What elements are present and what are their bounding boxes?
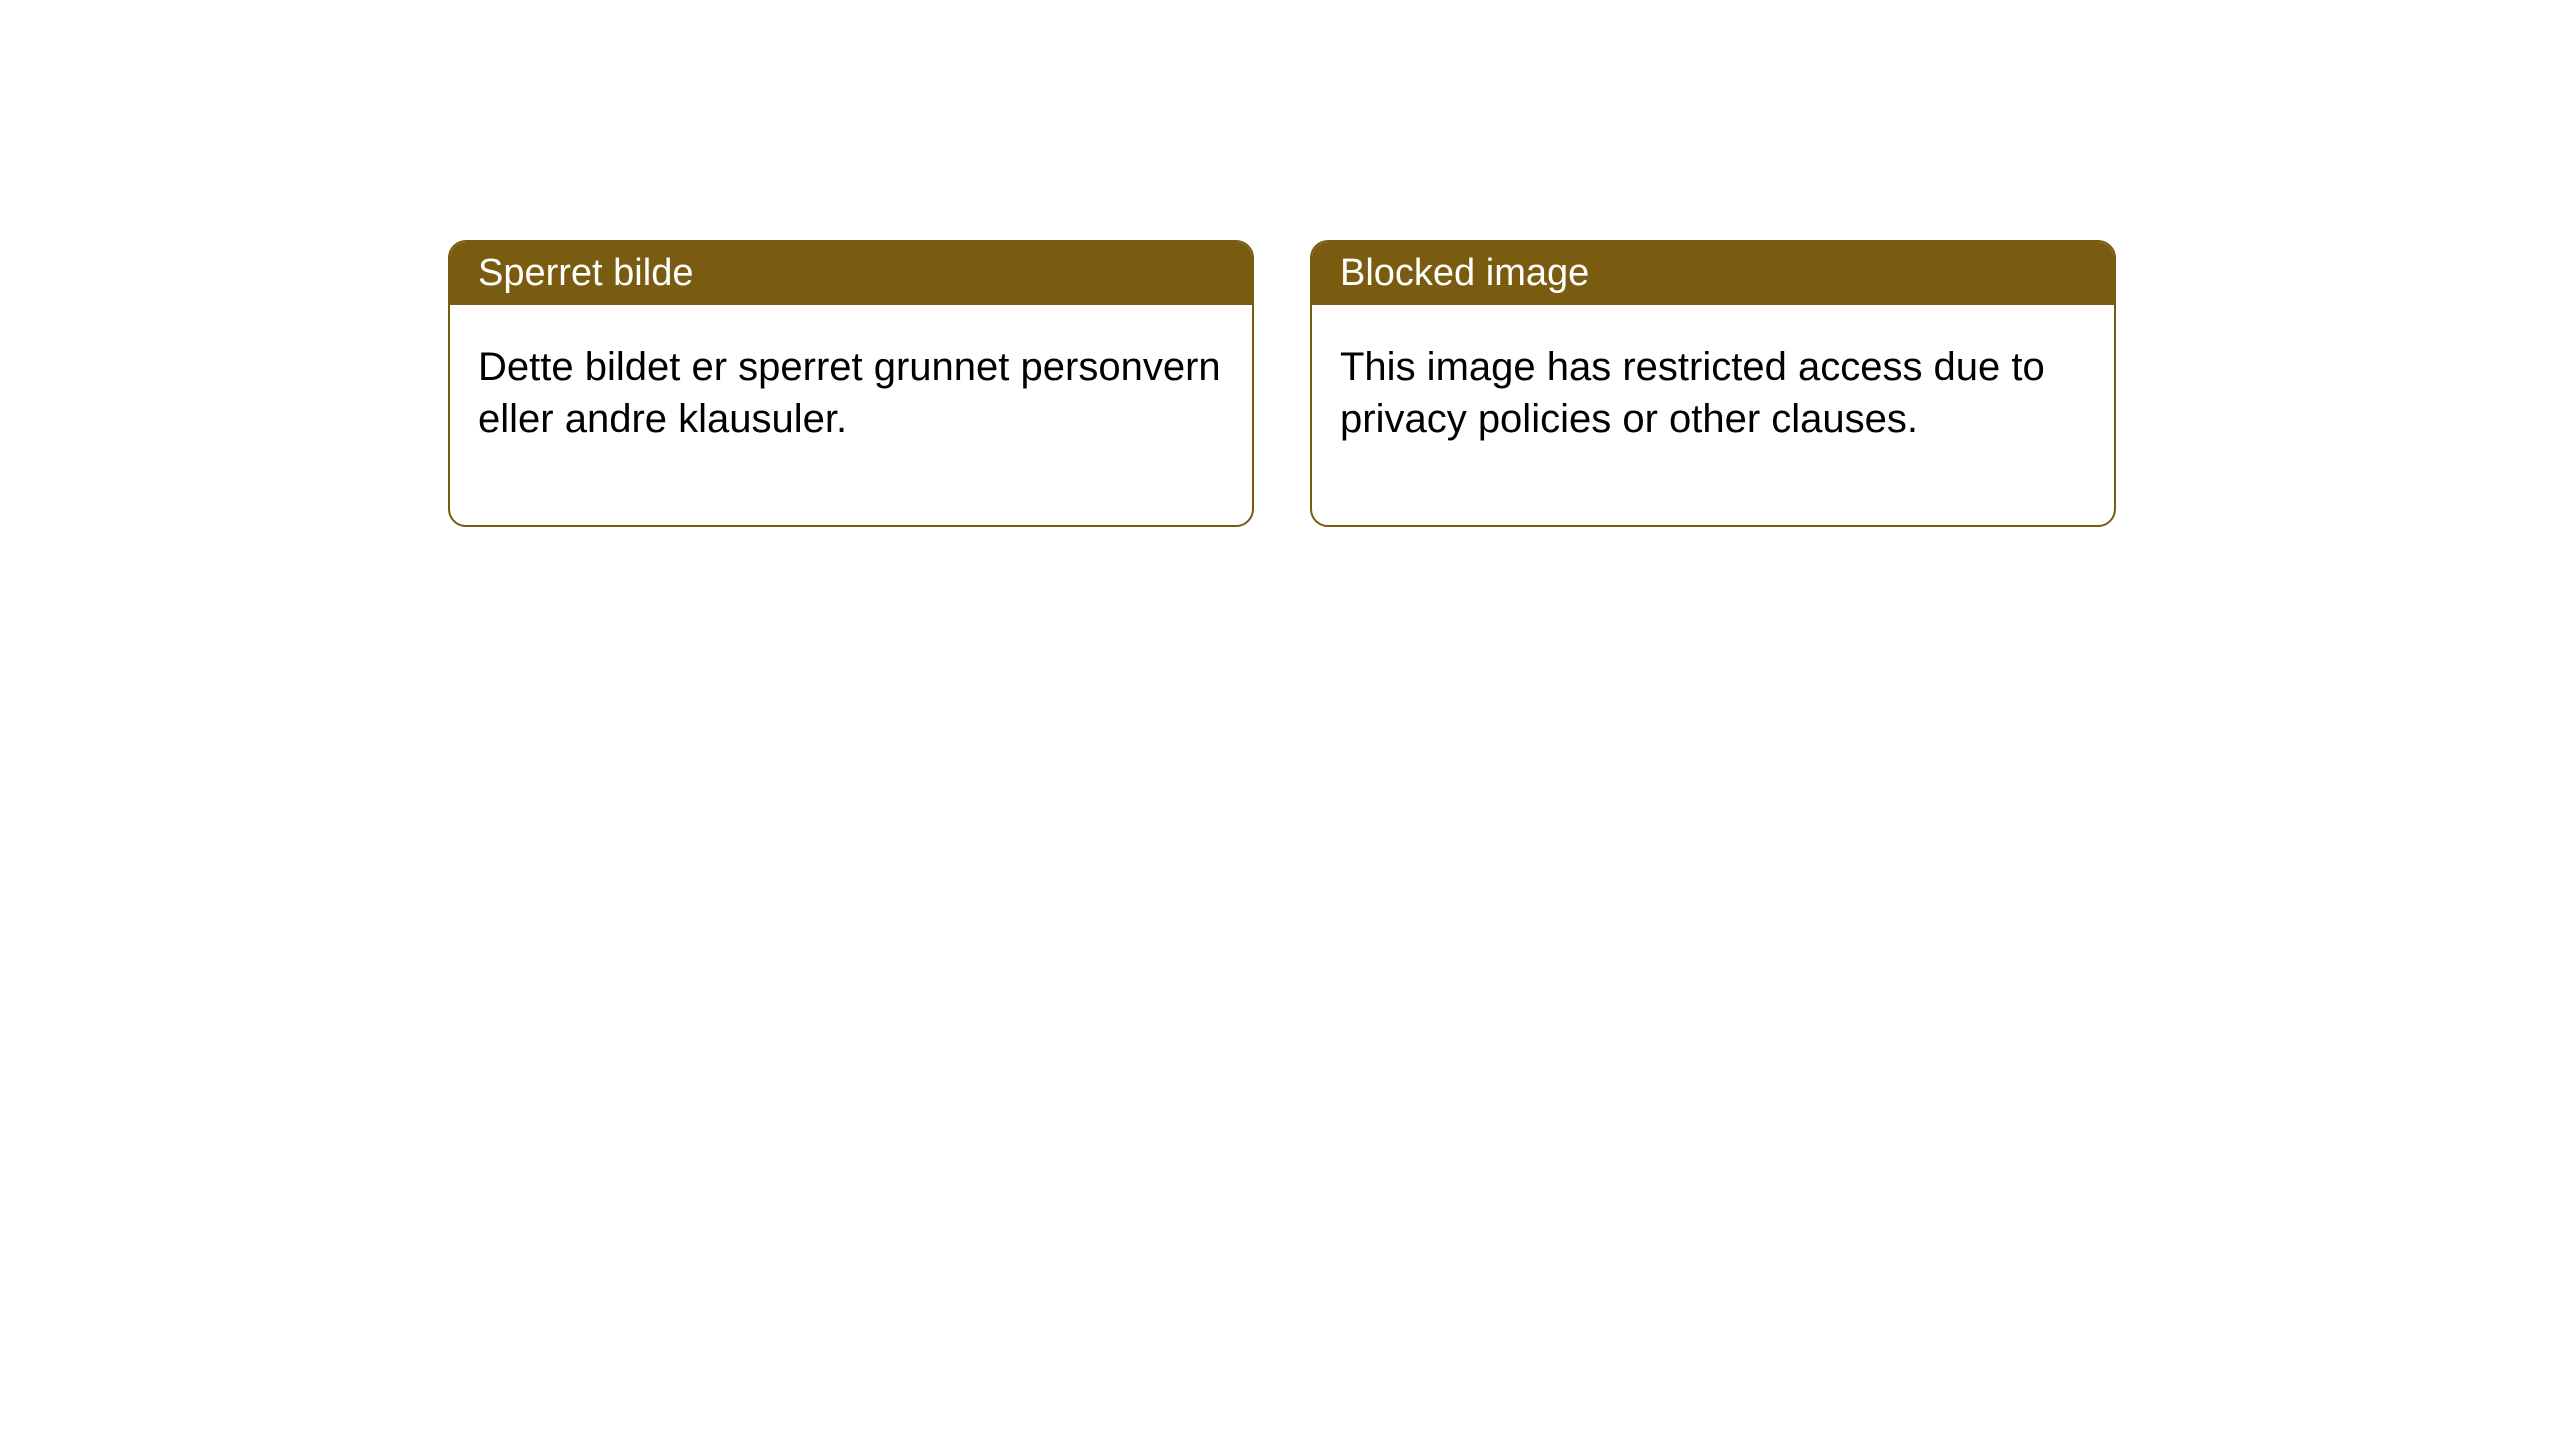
notice-card-header: Blocked image [1312,242,2114,305]
notice-card-no: Sperret bilde Dette bildet er sperret gr… [448,240,1254,527]
notice-card-body: This image has restricted access due to … [1312,305,2114,525]
notice-card-en: Blocked image This image has restricted … [1310,240,2116,527]
notice-card-header: Sperret bilde [450,242,1252,305]
notice-container: Sperret bilde Dette bildet er sperret gr… [0,0,2560,527]
notice-card-body: Dette bildet er sperret grunnet personve… [450,305,1252,525]
